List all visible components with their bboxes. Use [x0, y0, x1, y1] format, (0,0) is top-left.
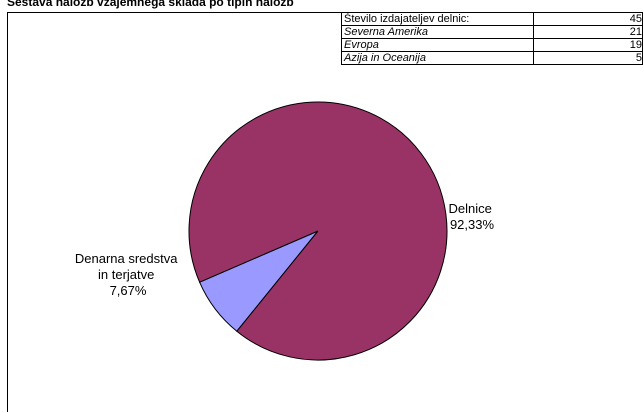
slice-label-value: 92,33% — [450, 217, 495, 232]
slice-label-denarna: Denarna sredstva in terjatve 7,67% — [75, 251, 181, 298]
table-row: Azija in Oceanija 5 — [340, 51, 643, 65]
issuer-count-table: Število izdajateljev delnic: 45 Severna … — [340, 12, 643, 65]
pie-slice-delnice — [188, 101, 448, 361]
slice-label-line: in terjatve — [98, 267, 154, 282]
table-cell-label: Število izdajateljev delnic: — [340, 12, 535, 26]
slice-label-line: Denarna sredstva — [75, 251, 178, 266]
slice-label-delnice: Delnice 92,33% — [449, 201, 496, 232]
slice-label-value: 7,67% — [110, 283, 147, 298]
slice-label-line: Delnice — [449, 201, 492, 216]
pie-slices — [188, 101, 448, 361]
table-row: Število izdajateljev delnic: 45 — [340, 12, 643, 26]
chart-frame — [7, 12, 643, 412]
page-title: Sestava naložb vzajemnega sklada po tipi… — [7, 0, 294, 9]
table-cell-value: 5 — [533, 51, 643, 65]
table-cell-label: Azija in Oceanija — [340, 51, 535, 65]
table-row: Evropa 19 — [340, 38, 643, 52]
pie-chart: Delnice 92,33% Denarna sredstva in terja… — [75, 101, 496, 361]
